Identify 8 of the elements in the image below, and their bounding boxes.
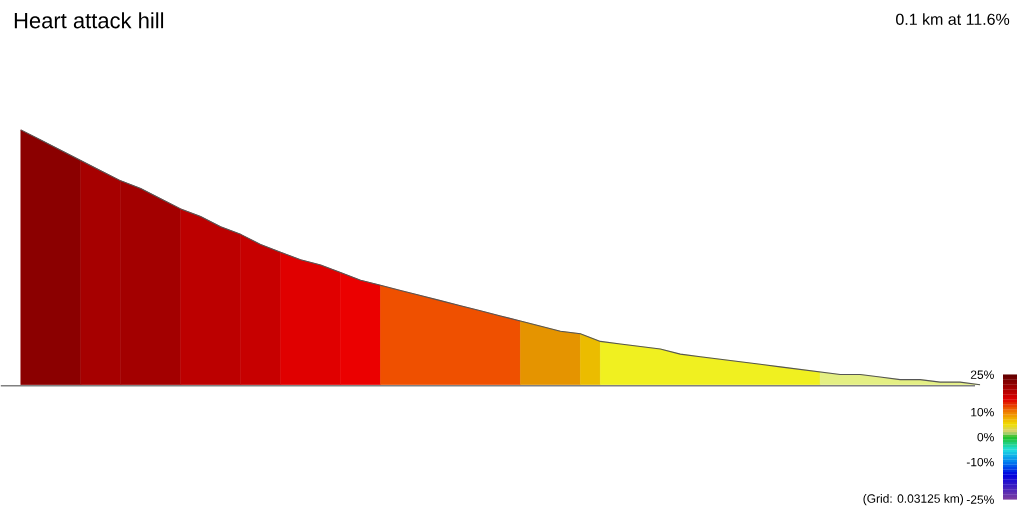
chart-subtitle: 0.1 km at 11.6% [896, 13, 1010, 26]
chart-title: Heart attack hill [14, 12, 164, 29]
text: (Grid: 0.03125 km) [863, 494, 964, 506]
color-bar-label: -25% [966, 495, 994, 505]
color-bar-label: -10% [966, 458, 994, 467]
color-bar-label: 0% [977, 433, 994, 442]
color-bar-label: 25% [970, 370, 994, 380]
color-bar-label: 10% [971, 408, 994, 417]
